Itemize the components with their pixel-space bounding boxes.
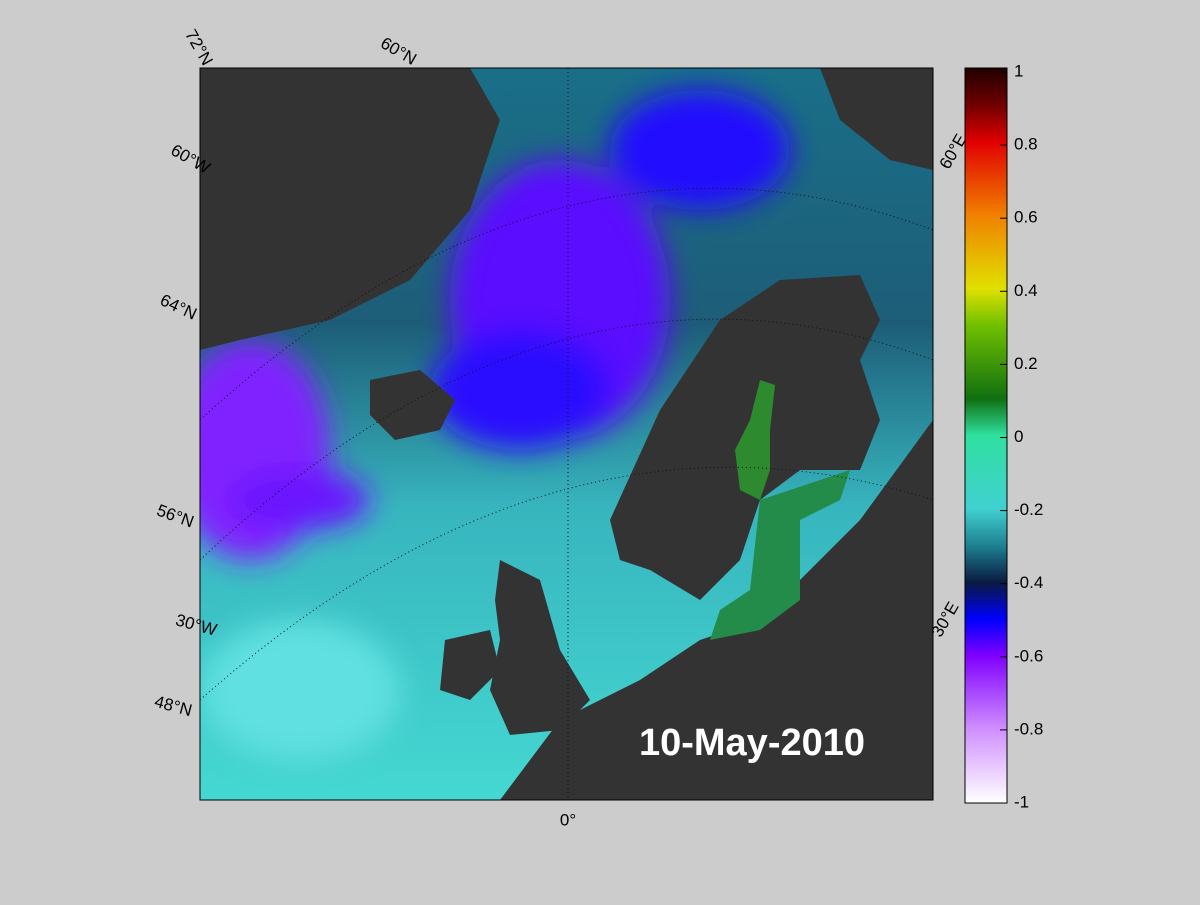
tick-label: 0.2: [1014, 354, 1038, 373]
lat-label: 60°N: [377, 33, 419, 68]
lat-label: 48°N: [152, 692, 194, 720]
map: 10-May-2010: [200, 68, 933, 800]
tick-label: 0: [1014, 427, 1023, 446]
tick-label: -1: [1014, 792, 1029, 811]
colorbar-ticks: 1 0.8 0.6 0.4 0.2 0 -0.2 -0.4 -0.6 -0.8 -1: [1000, 61, 1043, 811]
tick-label: -0.2: [1014, 500, 1043, 519]
gulf-of-bothnia: [735, 380, 775, 500]
europe: [500, 420, 933, 800]
great-britain: [490, 560, 590, 735]
tick-label: 0.8: [1014, 135, 1038, 154]
date-label: 10-May-2010: [639, 722, 865, 764]
tick-label: 0.6: [1014, 208, 1038, 227]
tick-label: -0.8: [1014, 719, 1043, 738]
lon-label: 0°: [560, 810, 576, 829]
tick-label: -0.6: [1014, 646, 1043, 665]
lat-label: 72°N: [181, 26, 216, 68]
northern-land: [820, 68, 933, 170]
tick-label: -0.4: [1014, 573, 1043, 592]
ireland: [440, 630, 500, 700]
colorbar: [964, 67, 1008, 804]
lat-label: 64°N: [157, 290, 199, 323]
tick-label: 0.4: [1014, 281, 1038, 300]
map-frame: [199, 67, 934, 801]
lat-label: 56°N: [154, 501, 196, 532]
iceland: [370, 370, 455, 440]
tick-label: 1: [1014, 61, 1023, 80]
greenland: [200, 68, 500, 350]
baltic-sea: [710, 470, 850, 640]
